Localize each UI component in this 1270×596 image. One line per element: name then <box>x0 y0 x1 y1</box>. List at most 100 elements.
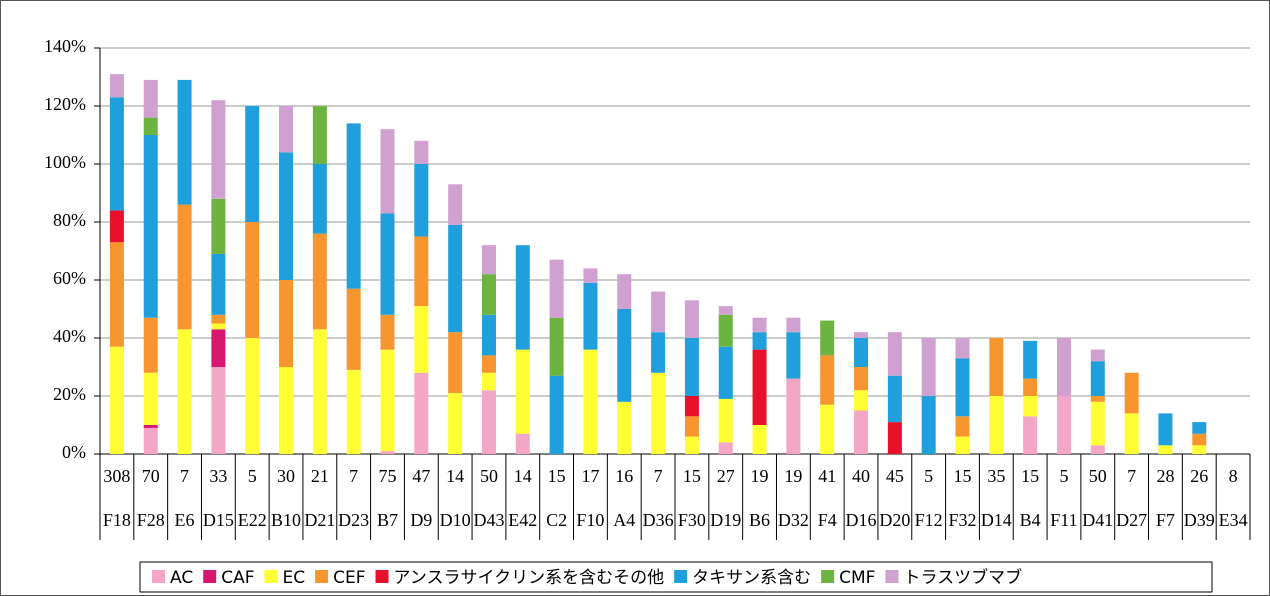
bar-segment <box>143 135 158 318</box>
bar-segment <box>1158 445 1173 454</box>
bar-segment <box>414 140 429 164</box>
bar-segment <box>211 253 226 315</box>
bar-segment <box>786 378 801 454</box>
bar-segment <box>854 390 869 411</box>
count-label: 5 <box>248 466 257 486</box>
bar-segment <box>955 436 970 454</box>
count-label: 75 <box>379 466 397 486</box>
x-tick-label: D19 <box>710 510 741 530</box>
legend-label: CEF <box>333 568 365 588</box>
bar-segment <box>143 425 158 428</box>
count-label: 7 <box>654 466 663 486</box>
count-label: 41 <box>818 466 836 486</box>
bar-segment <box>346 369 361 454</box>
legend-swatch <box>264 570 278 583</box>
bar-segment <box>549 375 564 454</box>
bar-segment <box>820 404 835 454</box>
bar-segment <box>109 210 124 243</box>
legend-swatch <box>674 570 688 583</box>
x-tick-label: E6 <box>175 510 195 530</box>
bar-segment <box>887 422 902 454</box>
count-label: 21 <box>311 466 329 486</box>
x-tick-label: A4 <box>613 510 635 530</box>
x-tick-label: D41 <box>1082 510 1113 530</box>
bar-segment <box>718 398 733 443</box>
y-tick-label: 20% <box>53 384 86 404</box>
x-tick-label: D9 <box>410 510 432 530</box>
bar-segment <box>211 314 226 324</box>
bar-segment <box>211 367 226 454</box>
legend-label: EC <box>282 568 305 588</box>
bar-segment <box>955 416 970 437</box>
bar-segment <box>245 338 260 454</box>
x-tick-label: D15 <box>203 510 234 530</box>
bar-segment <box>312 106 327 164</box>
count-label: 14 <box>446 466 464 486</box>
bar-segment <box>651 372 666 454</box>
count-label: 50 <box>480 466 498 486</box>
count-label: 30 <box>277 466 295 486</box>
bar-segment <box>1023 396 1038 417</box>
x-tick-label: B10 <box>271 510 301 530</box>
x-tick-label: C2 <box>546 510 567 530</box>
x-tick-label: D32 <box>778 510 809 530</box>
x-tick-label: B7 <box>377 510 398 530</box>
bar-segment <box>279 152 294 280</box>
bar-segment <box>481 355 496 373</box>
count-label: 7 <box>1127 466 1136 486</box>
x-tick-label: F4 <box>818 510 837 530</box>
bar-segment <box>143 427 158 454</box>
bar-segment <box>684 338 699 396</box>
count-label: 7 <box>180 466 189 486</box>
y-tick-label: 60% <box>53 268 86 288</box>
bar-segment <box>1090 401 1105 446</box>
bar-segment <box>481 245 496 275</box>
bar-segment <box>515 349 530 434</box>
bar-segment <box>414 164 429 237</box>
bar-segment <box>854 338 869 367</box>
bar-segment <box>109 97 124 211</box>
bar-segment <box>989 396 1004 454</box>
bar-segment <box>481 274 496 315</box>
x-tick-label: D16 <box>846 510 877 530</box>
bar-segment <box>109 242 124 347</box>
bar-segment <box>279 367 294 454</box>
count-label: 19 <box>751 466 769 486</box>
bar-segment <box>515 433 530 454</box>
bar-segment <box>549 317 564 376</box>
bar-segment <box>177 79 192 205</box>
y-tick-label: 80% <box>53 210 86 230</box>
x-tick-label: F30 <box>678 510 706 530</box>
legend-swatch <box>203 570 217 583</box>
bar-segment <box>515 245 530 350</box>
legend-swatch <box>315 570 329 583</box>
bar-segment <box>380 349 395 452</box>
bar-segment <box>245 106 260 222</box>
legend-label: タキサン系含む <box>692 568 811 588</box>
bar-segment <box>312 233 327 330</box>
bar-segment <box>177 329 192 454</box>
legend-label: CMF <box>839 568 875 588</box>
x-tick-label: B6 <box>749 510 770 530</box>
count-label: 15 <box>954 466 972 486</box>
bar-segment <box>380 451 395 454</box>
bar-segment <box>481 390 496 454</box>
x-tick-label: E42 <box>508 510 537 530</box>
bar-segment <box>448 224 463 333</box>
count-label: 15 <box>683 466 701 486</box>
x-tick-label: F32 <box>948 510 976 530</box>
count-label: 5 <box>1059 466 1068 486</box>
bar-segment <box>380 129 395 214</box>
bar-segment <box>955 358 970 417</box>
bar-segment <box>346 288 361 370</box>
bar-segment <box>684 396 699 417</box>
count-label: 28 <box>1156 466 1174 486</box>
x-tick-label: D10 <box>440 510 471 530</box>
bar-segment <box>854 367 869 391</box>
x-tick-label: D39 <box>1184 510 1215 530</box>
legend-swatch <box>885 570 899 583</box>
bar-segment <box>854 332 869 338</box>
bar-segment <box>346 123 361 289</box>
bar-segment <box>583 282 598 350</box>
count-label: 17 <box>581 466 599 486</box>
